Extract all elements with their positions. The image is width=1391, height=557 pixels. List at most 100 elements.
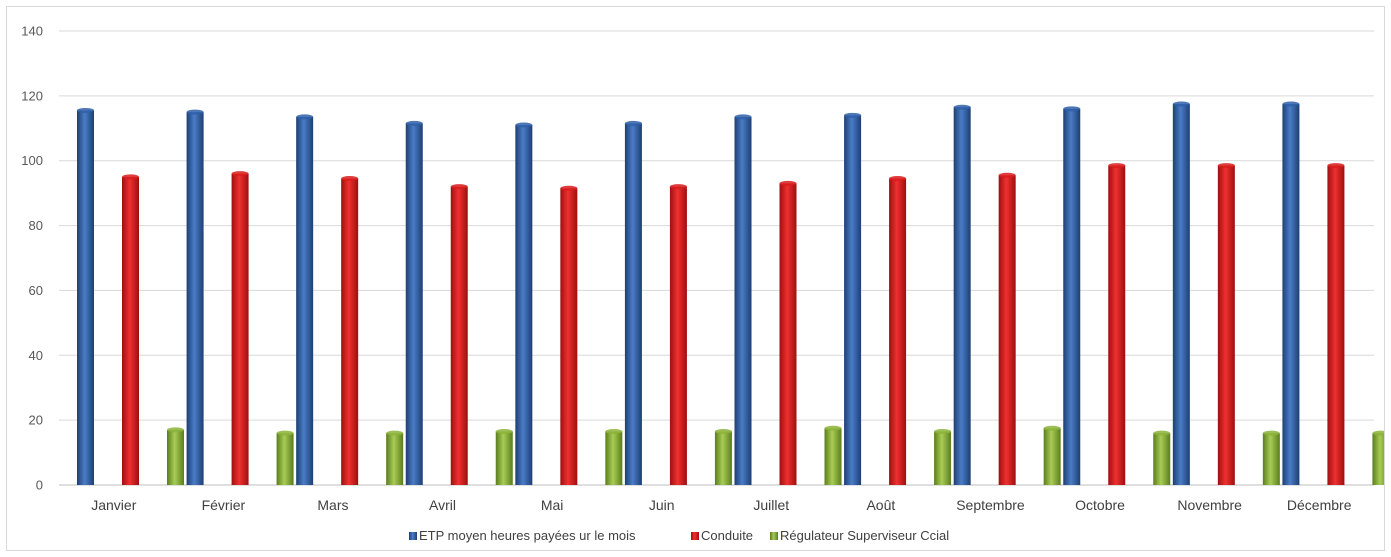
bar-cap xyxy=(276,430,294,436)
bar-group xyxy=(953,104,1061,486)
x-category-label: Octobre xyxy=(1075,497,1125,513)
bar-series-1 xyxy=(734,116,752,485)
x-category-label: Avril xyxy=(429,497,456,513)
bar-series-2 xyxy=(450,186,468,485)
bar-series-2 xyxy=(231,173,249,485)
bar-cap xyxy=(515,122,533,128)
bar-group xyxy=(405,120,513,486)
bar-cap xyxy=(450,184,468,190)
bar-series-1 xyxy=(624,123,642,486)
bar-group xyxy=(186,109,294,486)
bar-cap xyxy=(934,428,952,434)
bar-series-2 xyxy=(669,186,687,485)
legend-swatch xyxy=(691,532,699,540)
bar-series-3 xyxy=(934,431,952,485)
bar-group xyxy=(844,112,952,486)
bar-cap xyxy=(167,427,184,433)
bar-group xyxy=(1063,106,1171,486)
bar-cap xyxy=(405,120,423,126)
bar-cap xyxy=(624,120,642,126)
bar-series-3 xyxy=(824,428,842,485)
bar-group xyxy=(624,120,732,486)
bar-cap xyxy=(844,112,862,118)
bar-cap xyxy=(122,174,139,180)
bar-cap xyxy=(560,185,578,191)
bar-cap xyxy=(296,114,314,120)
bar-series-2 xyxy=(998,175,1016,486)
x-category-label: Juillet xyxy=(753,497,789,513)
bar-group xyxy=(1172,101,1280,486)
bar-group xyxy=(1282,101,1384,486)
bar-cap xyxy=(186,109,204,115)
bar-series-1 xyxy=(1172,103,1190,485)
bar-cap xyxy=(386,430,404,436)
bar-series-1 xyxy=(515,125,533,486)
bar-cap xyxy=(1063,106,1081,112)
y-tick-label: 100 xyxy=(21,153,43,168)
y-tick-label: 120 xyxy=(21,88,43,103)
x-category-label: Décembre xyxy=(1287,497,1352,513)
bar-series-1 xyxy=(844,115,862,486)
bar-series-1 xyxy=(953,107,971,485)
bar-cap xyxy=(734,114,752,120)
bar-series-3 xyxy=(1262,433,1280,485)
bar-cap xyxy=(998,172,1016,178)
bar-cap xyxy=(77,107,94,113)
bar-cap xyxy=(824,425,842,431)
bar-cap xyxy=(495,428,513,434)
chart-frame: 0 20 40 60 80 100 120 140 Janvier Février Mars Avr… xyxy=(6,6,1385,551)
bar-cap xyxy=(714,428,732,434)
legend-label: Régulateur Superviseur Ccial xyxy=(780,528,949,543)
bar-series-2 xyxy=(560,188,578,485)
gridlines xyxy=(59,30,1374,486)
bar-cap xyxy=(1043,425,1061,431)
bar-cap xyxy=(1108,163,1126,169)
legend-item: Régulateur Superviseur Ccial xyxy=(770,528,949,543)
legend-swatch xyxy=(409,532,417,540)
bar-cap xyxy=(231,171,249,177)
bar-group xyxy=(734,114,842,485)
bar-cap xyxy=(605,428,623,434)
bar-group xyxy=(77,107,184,485)
bar-group xyxy=(296,114,404,486)
bar-series-1 xyxy=(77,110,94,485)
bar-series-3 xyxy=(495,431,513,485)
bars xyxy=(77,101,1384,486)
bar-cap xyxy=(341,176,359,182)
bar-series-3 xyxy=(605,431,623,485)
x-category-label: Août xyxy=(866,497,895,513)
x-category-label: Février xyxy=(202,497,246,513)
legend-label: ETP moyen heures payées ur le mois xyxy=(419,528,636,543)
bar-cap xyxy=(1217,163,1235,169)
x-category-label: Mars xyxy=(317,497,348,513)
bar-cap xyxy=(1327,163,1345,169)
bar-chart: 0 20 40 60 80 100 120 140 Janvier Février Mars Avr… xyxy=(21,24,1384,543)
bar-series-2 xyxy=(1327,165,1345,486)
bar-series-1 xyxy=(1063,108,1081,485)
y-tick-label: 40 xyxy=(29,348,43,363)
y-tick-label: 80 xyxy=(29,218,43,233)
legend-item: ETP moyen heures payées ur le mois xyxy=(409,528,636,543)
bar-cap xyxy=(669,184,687,190)
bar-series-3 xyxy=(714,431,732,485)
bar-series-3 xyxy=(386,433,404,485)
bar-series-1 xyxy=(186,112,204,486)
bar-cap xyxy=(1262,430,1280,436)
bar-series-1 xyxy=(405,123,423,486)
bar-series-1 xyxy=(1282,103,1300,485)
bar-series-3 xyxy=(1043,428,1061,485)
bar-series-2 xyxy=(341,178,359,486)
bar-cap xyxy=(1172,101,1190,107)
bar-cap xyxy=(779,180,797,186)
x-axis-categories: Janvier Février Mars Avril Mai Juin Juillet Aoû… xyxy=(91,497,1351,513)
legend: ETP moyen heures payées ur le mois Condui… xyxy=(409,528,949,543)
y-tick-label: 60 xyxy=(29,283,43,298)
bar-series-2 xyxy=(889,178,907,486)
bar-series-2 xyxy=(779,183,797,485)
bar-group xyxy=(515,122,623,486)
bar-series-2 xyxy=(1108,165,1126,486)
y-tick-label: 140 xyxy=(21,24,43,39)
bar-series-3 xyxy=(1153,433,1171,485)
bar-cap xyxy=(1153,430,1171,436)
legend-label: Conduite xyxy=(701,528,753,543)
